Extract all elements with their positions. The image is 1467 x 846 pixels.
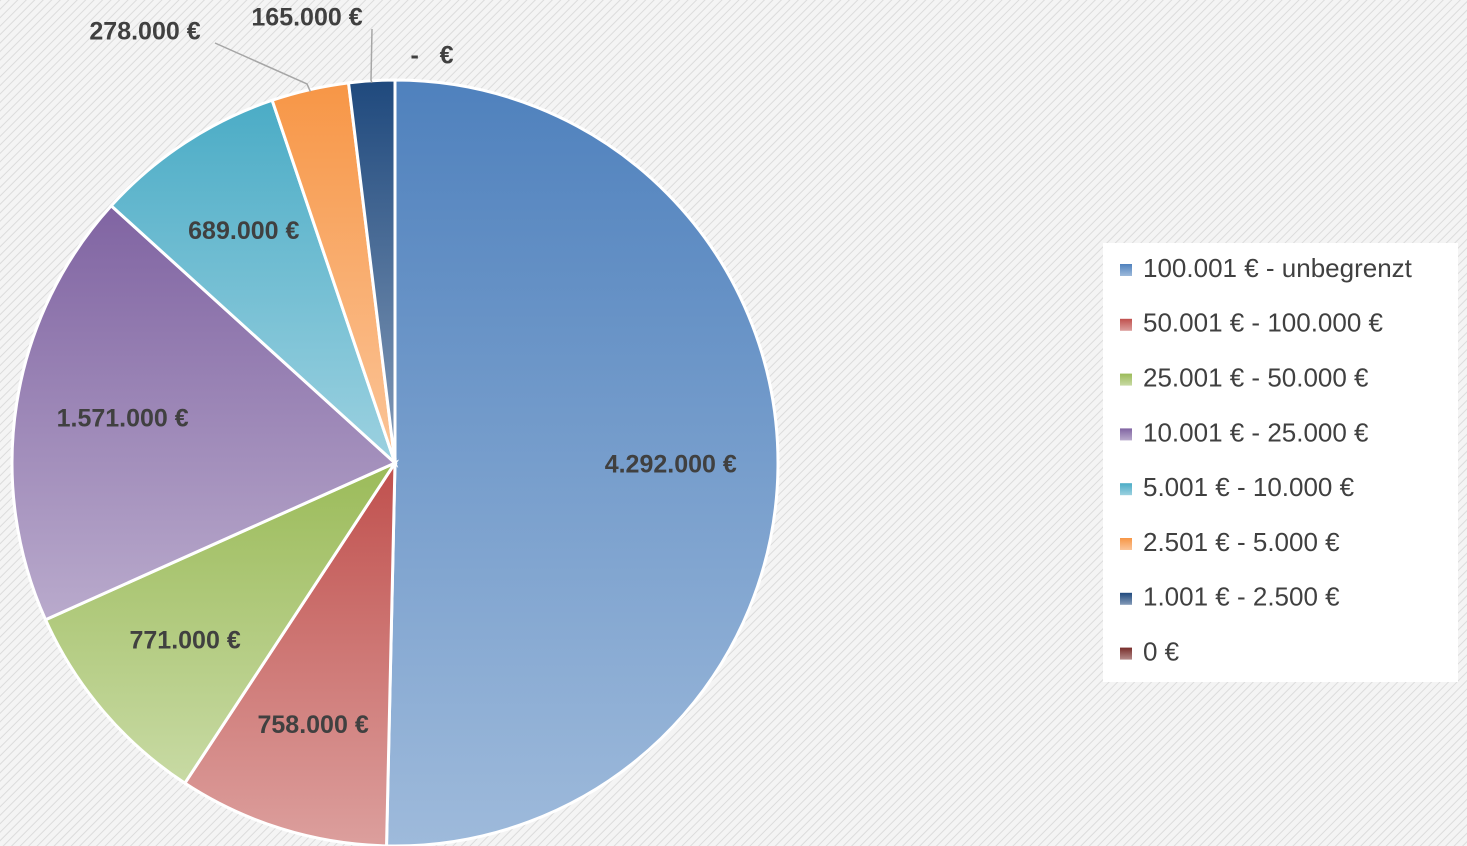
data-label: 278.000 € xyxy=(89,18,200,46)
pie-slice xyxy=(43,459,400,786)
data-label: 689.000 € xyxy=(188,217,299,245)
legend-swatch xyxy=(1120,592,1132,605)
legend-box xyxy=(1103,243,1458,682)
legend-swatch xyxy=(1120,538,1132,550)
data-label: 4.292.000 € xyxy=(605,451,737,479)
legend-swatch xyxy=(1120,483,1132,496)
legend-label: 1.001 € - 2.500 € xyxy=(1143,582,1340,612)
legend-label: 25.001 € - 50.000 € xyxy=(1143,362,1369,392)
legend-swatch xyxy=(1120,373,1132,386)
data-label: 758.000 € xyxy=(258,711,369,739)
legend-label: 5.001 € - 10.000 € xyxy=(1143,472,1355,502)
legend-label: 50.001 € - 100.000 € xyxy=(1143,308,1384,338)
legend-swatch xyxy=(1120,647,1132,660)
leader-line xyxy=(214,42,312,92)
pie-slice xyxy=(10,203,398,622)
data-label: 1.571.000 € xyxy=(57,404,189,432)
legend-label: 10.001 € - 25.000 € xyxy=(1143,417,1369,447)
data-label: 771.000 € xyxy=(130,626,241,654)
legend-label: 0 € xyxy=(1143,636,1180,666)
data-label: - € xyxy=(410,42,453,70)
pie-slice xyxy=(385,78,780,846)
legend-swatch xyxy=(1120,318,1132,331)
pie-slice xyxy=(109,98,399,468)
legend-label: 2.501 € - 5.000 € xyxy=(1143,527,1340,557)
data-label: 165.000 € xyxy=(251,4,362,32)
legend-label: 100.001 € - unbegrenzt xyxy=(1143,253,1413,283)
legend-swatch xyxy=(1120,264,1132,276)
legend-swatch xyxy=(1120,428,1132,441)
leader-line xyxy=(370,28,373,83)
pie-slice xyxy=(182,457,397,846)
